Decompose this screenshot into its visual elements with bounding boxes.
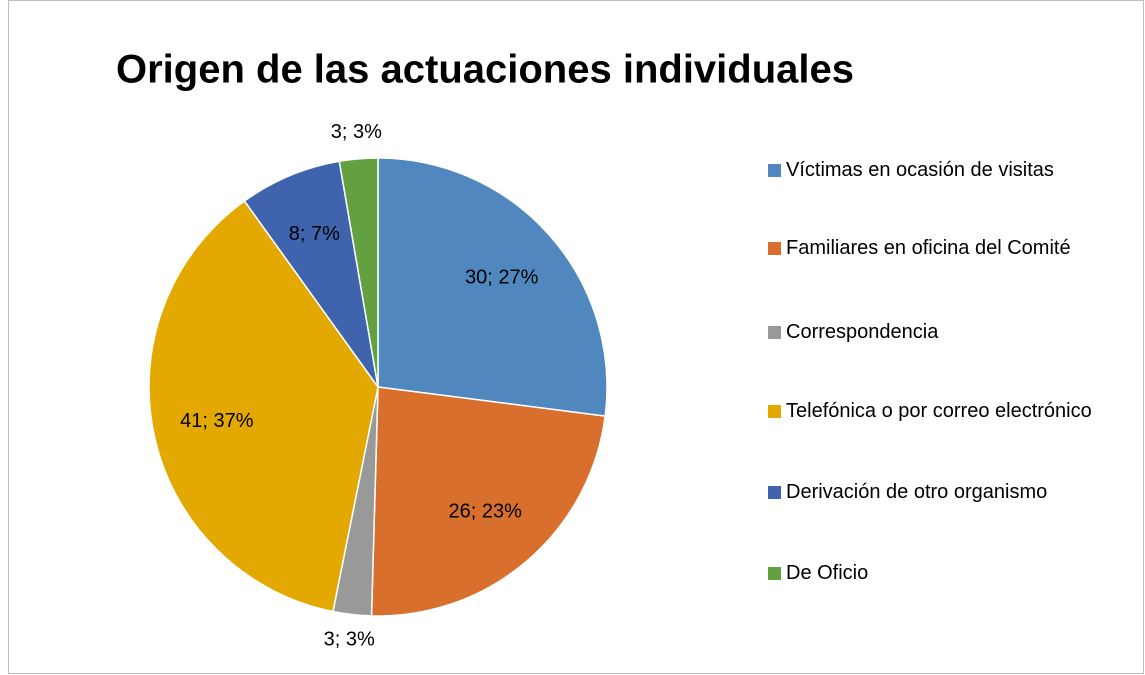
chart-title: Origen de las actuaciones individuales <box>116 48 854 92</box>
legend-item: Familiares en oficina del Comité <box>768 232 1128 264</box>
data-label: 3; 3% <box>324 629 375 651</box>
data-label: 41; 37% <box>180 410 254 432</box>
legend-item: De Oficio <box>768 557 1128 589</box>
legend-label: Familiares en oficina del Comité <box>786 237 1071 259</box>
legend-item: Derivación de otro organismo <box>768 476 1128 508</box>
pie-slice <box>148 199 379 613</box>
legend-label: Telefónica o por correo electrónico <box>786 400 1092 422</box>
legend-item: Víctimas en ocasión de visitas <box>768 154 1128 186</box>
legend-swatch <box>768 567 781 580</box>
legend-item: Correspondencia <box>768 316 1128 348</box>
data-label: 3; 3% <box>331 121 382 143</box>
legend-item: Telefónica o por correo electrónico <box>768 395 1128 427</box>
pie-slice <box>377 157 608 417</box>
data-label: 30; 27% <box>465 266 539 288</box>
pie-slice <box>243 160 379 388</box>
legend-label: Correspondencia <box>786 321 939 343</box>
legend-label: Víctimas en ocasión de visitas <box>786 159 1054 181</box>
legend-swatch <box>768 486 781 499</box>
data-label: 8; 7% <box>289 223 340 245</box>
legend-label: De Oficio <box>786 562 869 584</box>
legend-label: Derivación de otro organismo <box>786 481 1048 503</box>
data-label: 26; 23% <box>448 501 522 523</box>
pie-slice <box>338 157 379 388</box>
legend-swatch <box>768 326 781 339</box>
legend-swatch <box>768 164 781 177</box>
pie-slice <box>370 386 606 617</box>
legend-swatch <box>768 242 781 255</box>
legend-swatch <box>768 405 781 418</box>
chart-frame <box>8 0 1144 674</box>
